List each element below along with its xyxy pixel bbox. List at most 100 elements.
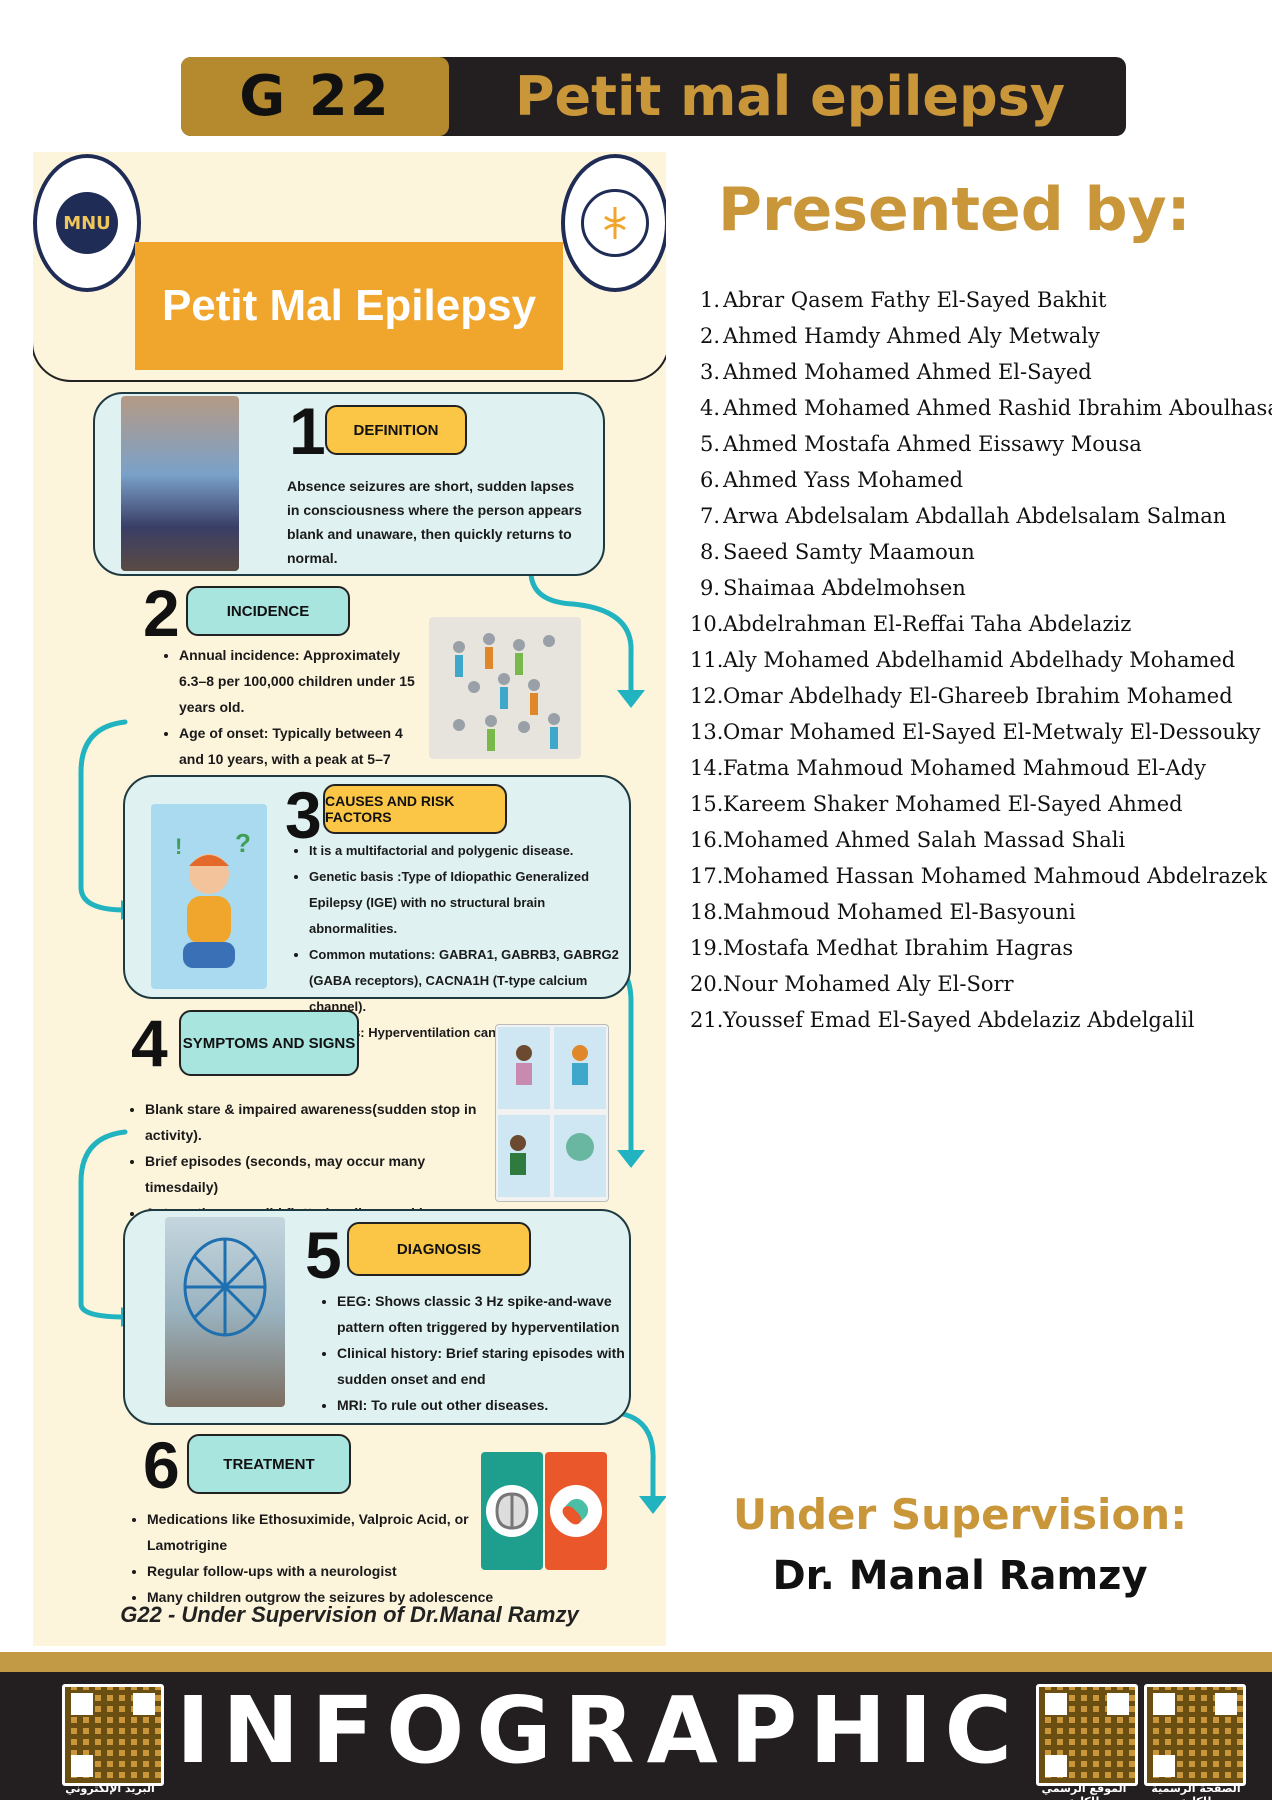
treatment-item: Medications like Ethosuximide, Valproic … [147, 1506, 513, 1558]
presenter-number: 15. [690, 792, 724, 816]
presenter-name: Ahmed Hamdy Ahmed Aly Metwaly [723, 324, 1100, 348]
presenter-item: 6. Ahmed Yass Mohamed [690, 462, 1260, 498]
section-label-symptoms: SYMPTOMS AND SIGNS [179, 1010, 359, 1076]
presenter-number: 7. [699, 504, 720, 528]
presenter-name: Abdelrahman El-Reffai Taha Abdelaziz [723, 612, 1132, 636]
symptoms-item: Brief episodes (seconds, may occur many … [145, 1148, 501, 1200]
qr-code-email[interactable] [62, 1684, 164, 1786]
qr-label-page: الصفحة الرسمية للكلية [1151, 1782, 1241, 1808]
diagnosis-item: EEG: Shows classic 3 Hz spike-and-wave p… [337, 1288, 633, 1340]
section-label-incidence: INCIDENCE [186, 586, 350, 636]
presenter-name: Ahmed Yass Mohamed [723, 468, 964, 492]
causes-item: Common mutations: GABRA1, GABRB3, GABRG2… [309, 942, 625, 1020]
causes-list: It is a multifactorial and polygenic dis… [295, 838, 625, 1046]
presenter-name: Mohamed Ahmed Salah Massad Shali [723, 828, 1126, 852]
causes-item: It is a multifactorial and polygenic dis… [309, 838, 625, 864]
qr-code-website[interactable] [1036, 1684, 1138, 1786]
presenter-name: Abrar Qasem Fathy El-Sayed Bakhit [723, 288, 1107, 312]
poster-title: Petit Mal Epilepsy [135, 242, 563, 370]
presenter-number: 5. [699, 432, 720, 456]
presenter-name: Saeed Samty Maamoun [723, 540, 975, 564]
diagnosis-list: EEG: Shows classic 3 Hz spike-and-wave p… [323, 1288, 633, 1418]
presented-by-heading: Presented by: [718, 175, 1191, 245]
footer-gold-bar [0, 1652, 1272, 1672]
presenter-number: 3. [699, 360, 720, 384]
presenter-item: 19.Mostafa Medhat Ibrahim Hagras [690, 930, 1260, 966]
presenter-number: 11. [690, 648, 724, 672]
section-number-2: 2 [143, 576, 180, 650]
presenter-number: 17. [690, 864, 724, 888]
arrow-4-5 [78, 1129, 128, 1320]
qr-code-page[interactable] [1144, 1684, 1246, 1786]
svg-text:?: ? [235, 828, 251, 858]
presenter-name: Arwa Abdelsalam Abdallah Abdelsalam Salm… [723, 504, 1227, 528]
logo-emblem: MNU [56, 192, 118, 254]
presenter-number: 1. [699, 288, 720, 312]
presenter-number: 8. [699, 540, 720, 564]
supervision-label: Under Supervision: [732, 1490, 1188, 1539]
child-photo [121, 396, 239, 571]
arrow-2-3 [78, 719, 128, 913]
presenter-item: 8. Saeed Samty Maamoun [690, 534, 1260, 570]
presenter-number: 19. [690, 936, 724, 960]
presenter-name: Fatma Mahmoud Mohamed Mahmoud El-Ady [723, 756, 1206, 780]
causes-item: Genetic basis :Type of Idiopathic Genera… [309, 864, 625, 942]
presenter-name: Omar Abdelhady El-Ghareeb Ibrahim Mohame… [723, 684, 1233, 708]
presenter-item: 14.Fatma Mahmoud Mohamed Mahmoud El-Ady [690, 750, 1260, 786]
presenter-item: 3. Ahmed Mohamed Ahmed El-Sayed [690, 354, 1260, 390]
treatment-item: Many children outgrow the seizures by ad… [147, 1584, 513, 1610]
presenter-name: Aly Mohamed Abdelhamid Abdelhady Mohamed [723, 648, 1236, 672]
presenter-list: 1. Abrar Qasem Fathy El-Sayed Bakhit 2. Ahm… [690, 282, 1272, 1038]
section-number-1: 1 [289, 394, 326, 468]
presenter-number: 6. [699, 468, 720, 492]
group-code: G 22 [181, 57, 449, 136]
svg-text:!: ! [175, 834, 182, 859]
presenter-name: Ahmed Mohamed Ahmed Rashid Ibrahim Aboul… [723, 396, 1272, 420]
presenter-name: Nour Mohamed Aly El-Sorr [723, 972, 1014, 996]
brain-icon [481, 1452, 543, 1570]
presenter-number: 12. [690, 684, 724, 708]
section-number-3: 3 [285, 778, 322, 852]
presenter-number: 20. [690, 972, 724, 996]
presenter-item: 20.Nour Mohamed Aly El-Sorr [690, 966, 1260, 1002]
presenter-item: 18.Mahmoud Mohamed El-Basyouni [690, 894, 1260, 930]
presenter-item: 2. Ahmed Hamdy Ahmed Aly Metwaly [690, 318, 1260, 354]
presenter-item: 4. Ahmed Mohamed Ahmed Rashid Ibrahim Abo… [690, 390, 1272, 426]
caduceus-icon [581, 189, 649, 257]
presenter-item: 11.Aly Mohamed Abdelhamid Abdelhady Moha… [690, 642, 1260, 678]
presenter-item: 1. Abrar Qasem Fathy El-Sayed Bakhit [690, 282, 1260, 318]
presenter-item: 7. Arwa Abdelsalam Abdallah Abdelsalam Sa… [690, 498, 1260, 534]
section-label-causes: CAUSES AND RISK FACTORS [323, 784, 507, 834]
presenter-item: 5. Ahmed Mostafa Ahmed Eissawy Mousa [690, 426, 1260, 462]
presenter-name: Mostafa Medhat Ibrahim Hagras [723, 936, 1074, 960]
presenter-name: Shaimaa Abdelmohsen [723, 576, 966, 600]
pill-capsule-icon [545, 1452, 607, 1570]
qr-label-email: البريد الإلكتروني [65, 1782, 155, 1795]
presenter-item: 16.Mohamed Ahmed Salah Massad Shali [690, 822, 1260, 858]
section-number-5: 5 [305, 1218, 342, 1292]
poster-footer: G22 - Under Supervision of Dr.Manal Ramz… [120, 1602, 579, 1627]
presenter-item: 13.Omar Mohamed El-Sayed El-Metwaly El-D… [690, 714, 1260, 750]
presenter-name: Youssef Emad El-Sayed Abdelaziz Abdelgal… [723, 1008, 1195, 1032]
presenter-name: Mahmoud Mohamed El-Basyouni [723, 900, 1076, 924]
presenter-number: 16. [690, 828, 724, 852]
section-label-diagnosis: DIAGNOSIS [347, 1222, 531, 1276]
presenter-number: 4. [699, 396, 720, 420]
definition-text: Absence seizures are short, sudden lapse… [287, 478, 582, 566]
faculty-logo [561, 154, 666, 292]
treatment-item: Regular follow-ups with a neurologist [147, 1558, 513, 1584]
symptoms-item: Blank stare & impaired awareness(sudden … [145, 1096, 501, 1148]
presenter-number: 21. [690, 1008, 724, 1032]
presenter-number: 2. [699, 324, 720, 348]
presenter-name: Ahmed Mostafa Ahmed Eissawy Mousa [723, 432, 1142, 456]
diagnosis-item: MRI: To rule out other diseases. [337, 1392, 633, 1418]
university-logo: MNU [33, 154, 141, 292]
symptoms-illustration-grid [495, 1024, 609, 1202]
presenter-item: 15.Kareem Shaker Mohamed El-Sayed Ahmed [690, 786, 1260, 822]
eeg-patient-photo [165, 1217, 285, 1407]
arrow-1-2 [528, 541, 634, 695]
footer-title: INFOGRAPHIC [176, 1676, 1025, 1784]
incidence-item: Annual incidence: Approximately 6.3–8 pe… [179, 642, 415, 720]
presenter-item: 12.Omar Abdelhady El-Ghareeb Ibrahim Moh… [690, 678, 1260, 714]
presenter-number: 9. [699, 576, 720, 600]
